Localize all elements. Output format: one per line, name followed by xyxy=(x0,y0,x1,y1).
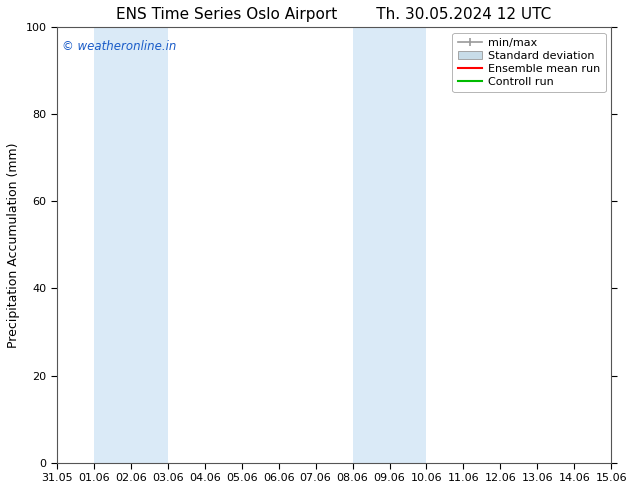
Title: ENS Time Series Oslo Airport        Th. 30.05.2024 12 UTC: ENS Time Series Oslo Airport Th. 30.05.2… xyxy=(117,7,552,22)
Bar xyxy=(353,27,427,463)
Y-axis label: Precipitation Accumulation (mm): Precipitation Accumulation (mm) xyxy=(7,142,20,348)
Bar xyxy=(611,27,634,463)
Bar xyxy=(94,27,168,463)
Legend: min/max, Standard deviation, Ensemble mean run, Controll run: min/max, Standard deviation, Ensemble me… xyxy=(452,33,605,92)
Text: © weatheronline.in: © weatheronline.in xyxy=(63,40,177,53)
